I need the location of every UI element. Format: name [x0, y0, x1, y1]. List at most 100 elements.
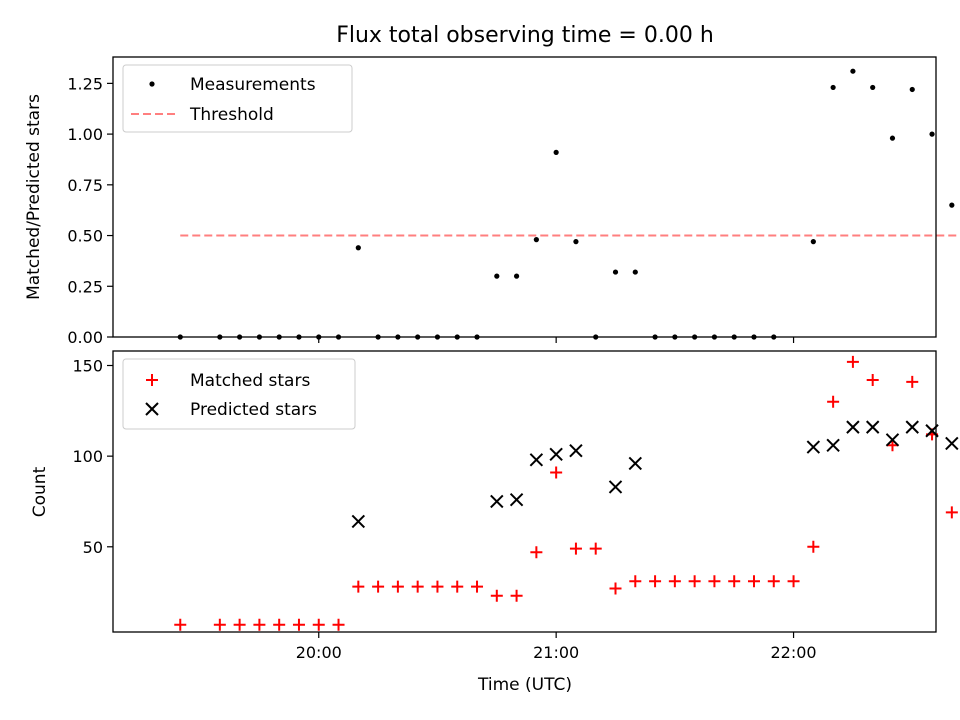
matched-star-point — [490, 589, 503, 602]
x-tick-label: 21:00 — [533, 643, 579, 662]
y-tick-label: 0.25 — [67, 277, 103, 296]
top-legend: Measurements Threshold — [122, 64, 353, 133]
matched-star-point — [332, 618, 345, 631]
matched-star-point — [589, 542, 602, 555]
predicted-star-point — [351, 514, 366, 529]
x-tick-label: 20:00 — [296, 643, 342, 662]
predicted-star-point — [905, 420, 919, 434]
matched-star-point — [787, 575, 800, 588]
top-plot-area: 0.00 0.25 0.50 0.75 1.00 1.25 — [67, 56, 960, 347]
legend-threshold-label: Threshold — [189, 105, 274, 125]
bottom-y-axis-label: Count — [30, 466, 50, 517]
matched-star-point — [174, 618, 187, 631]
legend-matched-marker — [146, 374, 158, 386]
matched-star-point — [391, 580, 404, 593]
legend-predicted-label: Predicted stars — [190, 400, 317, 420]
measurement-point — [553, 149, 559, 155]
y-tick-label: 100 — [72, 447, 103, 466]
top-axes-frame — [112, 56, 937, 338]
matched-star-point — [827, 395, 840, 408]
measurement-point — [573, 239, 579, 245]
measurement-point — [494, 273, 500, 279]
predicted-star-point — [846, 420, 860, 434]
predicted-star-point — [608, 480, 623, 494]
y-tick-label: 50 — [83, 538, 103, 557]
bottom-data-marks — [174, 355, 959, 631]
measurement-point — [513, 273, 520, 279]
matched-star-point — [411, 580, 424, 593]
measurement-point — [949, 202, 955, 208]
matched-star-point — [451, 580, 464, 593]
bottom-y-ticks: 50 100 150 — [72, 357, 113, 557]
predicted-star-point — [806, 440, 821, 454]
measurement-point — [870, 84, 876, 91]
matched-star-point — [510, 589, 523, 602]
predicted-star-point — [826, 438, 840, 452]
matched-star-point — [530, 546, 543, 559]
measurement-point — [909, 86, 915, 93]
measurement-point — [810, 239, 816, 245]
predicted-star-point — [569, 444, 583, 458]
y-tick-label: 0.75 — [67, 176, 103, 195]
matched-star-point — [649, 575, 662, 588]
matched-star-point — [688, 575, 701, 588]
measurement-point — [533, 237, 539, 243]
matched-star-point — [609, 582, 622, 595]
matched-star-point — [550, 466, 563, 479]
matched-star-point — [352, 580, 365, 593]
matched-star-point — [253, 618, 266, 631]
y-tick-label: 0.00 — [67, 328, 103, 347]
matched-star-point — [728, 575, 741, 588]
matched-star-point — [886, 439, 899, 452]
predicted-star-point — [529, 453, 544, 467]
measurement-point — [850, 68, 856, 74]
top-y-ticks: 0.00 0.25 0.50 0.75 1.00 1.25 — [67, 74, 113, 347]
matched-star-point — [708, 575, 721, 588]
predicted-star-point — [509, 492, 524, 507]
matched-star-point — [629, 575, 642, 588]
matched-star-point — [807, 540, 820, 553]
matched-star-point — [213, 618, 226, 631]
legend-measurements-label: Measurements — [190, 75, 316, 95]
measurement-point — [355, 245, 361, 251]
predicted-star-point — [945, 436, 959, 451]
legend-measurements-marker — [149, 81, 155, 87]
matched-star-point — [273, 618, 286, 631]
x-axis-label: Time (UTC) — [477, 675, 572, 695]
matched-star-point — [906, 375, 919, 388]
predicted-star-point — [490, 494, 504, 509]
top-data-marks — [177, 68, 960, 340]
measurement-point — [929, 131, 935, 137]
matched-star-point — [431, 580, 444, 593]
measurement-point — [632, 269, 638, 275]
matched-star-point — [747, 575, 760, 588]
legend-matched-label: Matched stars — [190, 371, 310, 391]
top-y-axis-label: Matched/Predicted stars — [24, 94, 44, 300]
top-chart-title: Flux total observing time = 0.00 h — [336, 23, 714, 48]
y-tick-label: 0.50 — [67, 227, 103, 246]
top-legend-box — [122, 64, 353, 133]
matched-star-point — [471, 580, 484, 593]
matched-star-point — [569, 542, 582, 555]
measurement-point — [889, 135, 896, 141]
matched-star-point — [292, 618, 305, 631]
predicted-star-point — [885, 433, 900, 447]
matched-star-point — [767, 575, 780, 588]
bottom-legend-box — [122, 358, 356, 430]
y-tick-label: 1.25 — [67, 74, 103, 93]
measurement-point — [830, 84, 836, 91]
predicted-star-point — [549, 447, 563, 462]
measurement-point — [612, 269, 619, 275]
legend-predicted-marker — [145, 402, 159, 416]
y-tick-label: 1.00 — [67, 125, 103, 144]
matched-star-point — [846, 355, 859, 368]
bottom-axes-frame — [112, 350, 937, 633]
matched-star-point — [668, 575, 681, 588]
matched-star-point — [866, 374, 879, 387]
y-tick-label: 150 — [72, 357, 103, 376]
matched-star-point — [372, 580, 385, 593]
bottom-legend: Matched stars Predicted stars — [122, 358, 356, 430]
predicted-star-point — [628, 456, 642, 471]
